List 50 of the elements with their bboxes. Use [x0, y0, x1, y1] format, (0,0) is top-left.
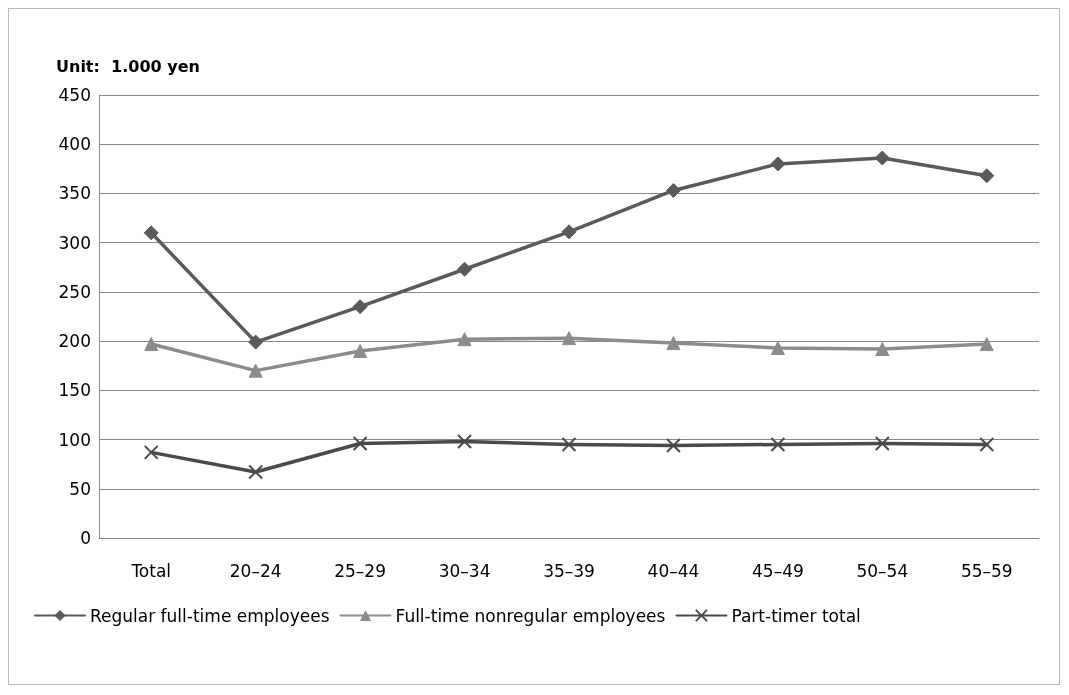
point: [143, 225, 159, 241]
point: [979, 337, 994, 352]
point: [248, 464, 264, 480]
y-tick-label: 300: [58, 232, 91, 253]
y-tick-label: 450: [58, 85, 91, 105]
y-tick-label: 400: [58, 134, 91, 155]
x-tick-label: 35–39: [543, 560, 595, 581]
point: [352, 435, 368, 451]
point: [457, 261, 473, 277]
x-tick-label: 25–29: [334, 560, 386, 581]
y-tick-label: 100: [58, 429, 91, 450]
y-tick-label: 50: [69, 478, 91, 499]
y-tick-label: 350: [58, 183, 91, 204]
point: [248, 363, 263, 378]
point: [561, 224, 577, 240]
point: [562, 331, 576, 346]
legend-label: Regular full-time employees: [90, 605, 330, 626]
point: [875, 341, 890, 356]
point: [874, 150, 890, 166]
point: [770, 436, 786, 452]
x-tick-label: 50–54: [856, 560, 909, 581]
x-tick-label: Total: [130, 560, 172, 581]
point: [457, 434, 473, 450]
point: [665, 437, 681, 453]
x-tick-label: 45–49: [752, 560, 804, 581]
y-tick-label: 0: [80, 528, 91, 548]
point: [248, 334, 264, 350]
x-tick-label: 20–24: [229, 560, 282, 581]
y-tick-label: 200: [58, 331, 91, 352]
y-tick-label: 150: [58, 380, 91, 401]
legend-label: Part-timer total: [731, 605, 861, 626]
point: [353, 343, 368, 358]
point: [352, 299, 368, 315]
point: [144, 337, 159, 352]
point: [665, 182, 681, 198]
point: [874, 435, 890, 451]
x-tick-label: 40–44: [647, 560, 700, 581]
point: [457, 332, 472, 347]
point: [561, 436, 577, 452]
point: [979, 436, 995, 452]
y-tick-label: 250: [58, 281, 91, 302]
point: [143, 444, 159, 460]
point: [770, 156, 786, 172]
legend-label: Full-time nonregular employees: [395, 605, 666, 626]
y-axis-title: Unit: 1.000 yen: [56, 56, 200, 76]
point: [979, 168, 995, 184]
x-tick-label: 30–34: [438, 560, 491, 581]
point: [666, 336, 681, 351]
x-tick-label: 55–59: [960, 560, 1013, 581]
point: [770, 341, 785, 355]
